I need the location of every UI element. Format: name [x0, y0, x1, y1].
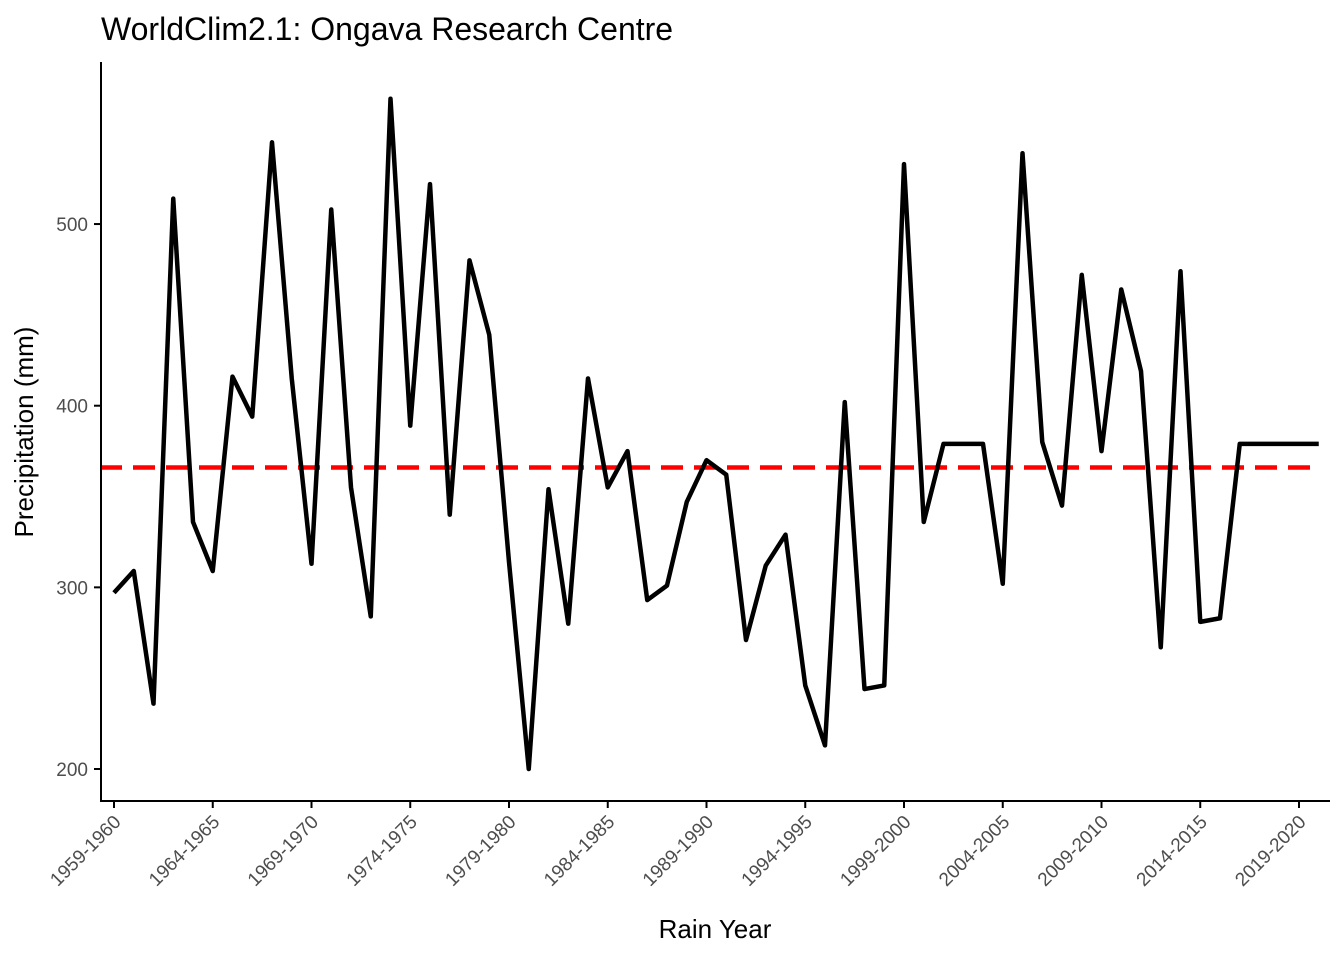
x-axis: 1959-1960 1964-1965 1969-1970 1974-1975 1979…	[46, 801, 1311, 891]
x-tick-label: 1979-1980	[441, 812, 520, 891]
chart-title: WorldClim2.1: Ongava Research Centre	[101, 11, 673, 47]
series-line	[112, 96, 1319, 772]
x-tick-label: 1994-1995	[738, 812, 817, 891]
x-tick-label: 1964-1965	[145, 812, 224, 891]
y-axis: 200 300 400 500	[56, 215, 101, 781]
y-tick-label: 300	[56, 578, 88, 599]
y-tick-label: 200	[56, 760, 88, 781]
y-tick-label: 400	[56, 397, 88, 418]
y-axis-title: Precipitation (mm)	[9, 327, 39, 538]
plot-area	[100, 96, 1319, 772]
x-tick-label: 1974-1975	[343, 812, 422, 891]
x-tick-label: 1969-1970	[244, 812, 323, 891]
y-tick-label: 500	[56, 215, 88, 236]
x-tick-label: 1984-1985	[540, 812, 619, 891]
x-tick-label: 2004-2005	[935, 812, 1014, 891]
x-tick-label: 2009-2010	[1034, 812, 1113, 891]
x-tick-label: 2014-2015	[1133, 812, 1212, 891]
x-tick-label: 1999-2000	[836, 812, 915, 891]
x-tick-label: 1959-1960	[46, 812, 125, 891]
x-tick-label: 1989-1990	[639, 812, 718, 891]
x-tick-label: 2019-2020	[1231, 812, 1310, 891]
x-axis-title: Rain Year	[659, 914, 772, 944]
